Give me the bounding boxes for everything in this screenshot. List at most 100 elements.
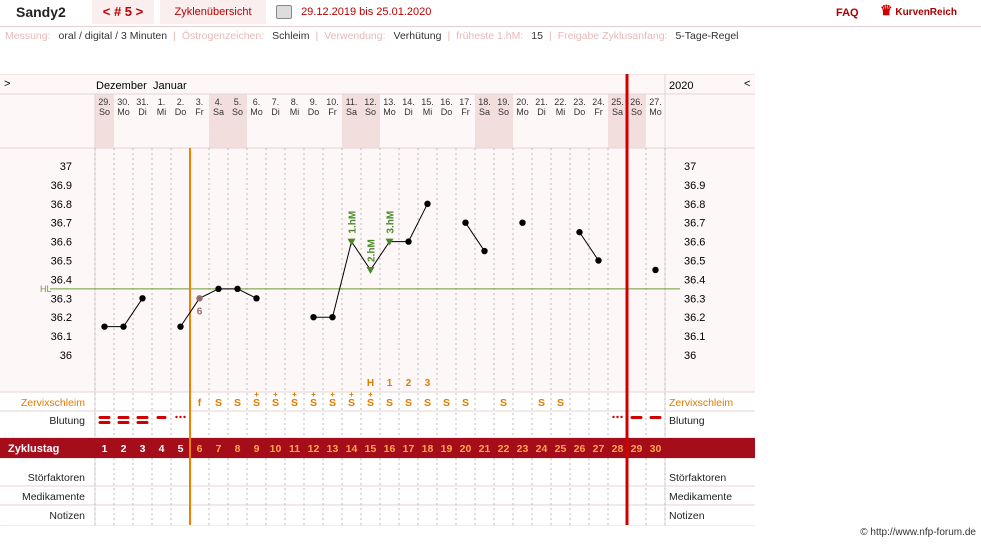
day-number: 5. <box>234 97 242 107</box>
temp-point <box>310 314 317 321</box>
temp-line <box>237 288 257 299</box>
bleeding-label-right: Blutung <box>669 415 705 427</box>
weekday: So <box>365 107 376 117</box>
y-tick-left: 36.1 <box>51 331 72 343</box>
cycle-day-number: 24 <box>536 443 548 455</box>
day-number: 4. <box>215 97 223 107</box>
bleeding-mark <box>98 416 111 419</box>
day-number: 7. <box>272 97 280 107</box>
hm-label: 2.hM <box>367 239 378 262</box>
temp-point <box>215 285 222 293</box>
date-range: 29.12.2019 bis 25.01.2020 <box>276 5 431 19</box>
weekday: Mo <box>250 107 263 117</box>
temp-point <box>329 314 336 321</box>
bleeding-mark <box>117 416 130 419</box>
month-december: Dezember <box>96 80 147 92</box>
printer-icon[interactable] <box>276 5 292 19</box>
temp-point <box>253 295 260 302</box>
cycle-day-number: 9 <box>254 443 260 455</box>
copyright: © http://www.nfp-forum.de <box>860 527 976 538</box>
disturbance-label-right: Störfaktoren <box>669 472 726 484</box>
cervix-label-right: Zervixschleim <box>669 397 733 409</box>
weekday: Sa <box>213 107 224 117</box>
day-number: 11. <box>346 97 358 107</box>
weekday: Di <box>138 107 147 117</box>
day-number: 19. <box>497 97 510 107</box>
hm-label: 3.hM <box>386 211 397 234</box>
cycle-day-number: 2 <box>121 443 127 455</box>
y-tick-left: 36.9 <box>51 180 72 192</box>
spotting-dot <box>620 415 623 419</box>
year-label: 2020 <box>669 80 693 92</box>
spotting-dot <box>616 415 619 419</box>
next-cycle-arrow[interactable]: < <box>744 78 750 90</box>
cycle-day-number: 7 <box>216 443 222 455</box>
estrogen-label: Östrogenzeichen: <box>181 30 265 42</box>
cervix-value: S <box>291 397 298 409</box>
cervix-value: S <box>500 397 507 409</box>
temp-point <box>652 266 659 274</box>
cervix-value: S <box>348 397 355 409</box>
prev-cycle-arrow[interactable]: > <box>4 78 10 90</box>
temp-point <box>481 247 488 255</box>
cervix-plus: + <box>330 390 335 399</box>
weekday: Mi <box>290 107 300 117</box>
weekday: Do <box>441 107 453 117</box>
hm-marker <box>385 238 394 246</box>
day-number: 9. <box>310 97 318 107</box>
cycle-day-band <box>0 438 755 458</box>
hm-marker <box>347 238 356 246</box>
temp-line <box>123 298 143 327</box>
bleeding-label-left: Blutung <box>49 415 85 427</box>
cycle-day-label: Zyklustag <box>8 443 59 455</box>
day-number: 26. <box>630 97 643 107</box>
temp-point <box>595 257 602 264</box>
cervix-value: S <box>462 397 469 409</box>
temp-point <box>177 323 184 330</box>
measure-value: oral / digital / 3 Minuten <box>58 30 168 42</box>
disturbance-label-left: Störfaktoren <box>28 472 85 484</box>
crown-icon: ♛ <box>880 2 893 18</box>
cycle-navigator[interactable]: < # 5 > <box>92 0 154 24</box>
weekday: Mi <box>157 107 167 117</box>
weekend-shade <box>475 94 494 148</box>
temp-point-excluded <box>196 295 203 302</box>
weekday: Di <box>271 107 280 117</box>
weekday: Fr <box>328 107 337 117</box>
temp-line <box>199 288 219 299</box>
weekday: So <box>99 107 110 117</box>
site-logo[interactable]: ♛ KurvenReich <box>880 2 957 19</box>
y-tick-left: 36.6 <box>51 237 72 249</box>
weekday: Di <box>404 107 413 117</box>
weekday: Mi <box>423 107 433 117</box>
day-number: 30. <box>117 97 130 107</box>
cycle-day-number: 14 <box>346 443 358 455</box>
weekday: Fr <box>195 107 204 117</box>
bleeding-mark <box>156 416 167 419</box>
temp-point <box>139 295 146 302</box>
weekday: Sa <box>346 107 357 117</box>
weekday: Fr <box>594 107 603 117</box>
cycle-day-number: 27 <box>593 443 605 455</box>
faq-link[interactable]: FAQ <box>836 7 859 19</box>
weekday: Mo <box>516 107 529 117</box>
earliest-hm-label: früheste 1.hM: <box>456 30 524 42</box>
temp-point <box>424 200 431 207</box>
weekday: Do <box>308 107 320 117</box>
cervix-plus: + <box>311 390 316 399</box>
weekday: Mo <box>649 107 662 117</box>
month-january: Januar <box>153 80 187 92</box>
cycle-day-number: 28 <box>612 443 624 455</box>
cycle-day-number: 6 <box>197 443 203 455</box>
cervix-plus: + <box>292 390 297 399</box>
medication-label-left: Medikamente <box>22 491 85 503</box>
day-number: 10. <box>326 97 339 107</box>
day-number: 13. <box>383 97 396 107</box>
y-tick-left: 36.3 <box>51 293 72 305</box>
y-tick-left: 37 <box>60 161 72 173</box>
cycle-day-number: 23 <box>517 443 529 455</box>
weekend-shade <box>209 94 228 148</box>
day-number: 25. <box>611 97 624 107</box>
tab-cycle-overview[interactable]: Zyklenübersicht <box>160 0 266 24</box>
temp-line <box>579 231 599 261</box>
